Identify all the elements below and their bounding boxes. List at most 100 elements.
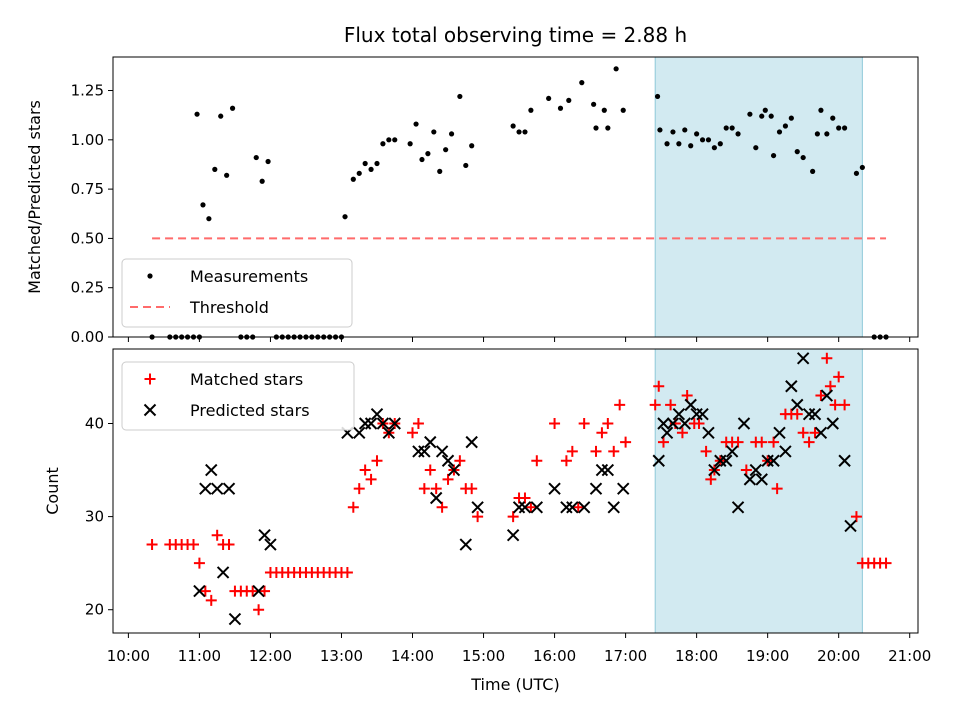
legend-label: Measurements [190,267,308,286]
matched-star-point [578,417,590,429]
predicted-star-point [696,407,709,421]
predicted-star-point [518,501,532,514]
y-tick-label: 1.00 [71,131,104,149]
matched-star-point [608,445,620,457]
predicted-star-point [601,463,615,477]
predicted-star-point [720,454,733,467]
predicted-star-point [370,407,384,421]
measurement-point [723,125,729,131]
predicted-star-point [353,426,366,440]
matched-star-point [146,539,158,551]
predicted-star-point [808,407,822,421]
top-panel: 0.00 0.25 0.50 0.75 1.00 1.25 Flux total obse… [25,23,919,346]
measurement-point [566,97,572,103]
measurement-point [830,115,836,121]
matched-star-point [436,501,448,513]
measurement-point [253,154,259,161]
matched-star-point [839,399,851,411]
measurement-point [613,66,619,72]
legend-label: Threshold [189,298,269,317]
measurement-point [579,80,585,86]
measurement-point [350,176,356,182]
top-axes-frame [112,56,919,338]
measurement-point [516,129,522,135]
matched-star-point [560,455,572,467]
predicted-star-point [228,612,242,626]
matched-star-point [649,399,661,411]
matched-star-point [700,445,712,457]
predicted-star-point [844,519,857,533]
top-series [149,66,889,340]
matched-star-point [676,427,688,439]
predicted-star-point [785,380,798,393]
top-x-ticks [127,337,911,342]
predicted-star-point [796,352,810,365]
predicted-star-point [258,529,271,542]
measurement-point [463,162,469,169]
legend-label: Predicted stars [190,401,310,420]
predicted-star-point [424,435,437,449]
matched-star-point [572,501,584,513]
predicted-star-point [199,482,212,495]
matched-star-point [657,436,669,448]
matched-star-point [353,483,365,495]
matched-star-point [253,604,265,616]
x-tick-label: 10:00 [107,647,150,665]
measurement-point [782,123,789,129]
measurement-point [810,168,816,174]
matched-star-point [472,511,484,523]
matched-star-point [705,473,717,485]
measurement-point [229,105,236,111]
predicted-star-point [530,501,544,514]
predicted-star-point [252,584,265,598]
matched-star-point [596,427,608,439]
x-tick-label: 19:00 [746,647,789,665]
matched-star-point [259,585,271,597]
measurement-point [747,111,753,117]
matched-star-point [371,455,383,467]
predicted-star-point [506,529,520,542]
measurement-point [224,172,230,178]
measurement-point [859,164,865,171]
matched-star-point [223,539,235,551]
matched-star-point [531,455,543,467]
predicted-star-point [566,501,579,514]
predicted-star-point [820,389,834,402]
top-y-ticks: 0.00 0.25 0.50 0.75 1.00 1.25 [71,82,113,346]
matched-star-point [771,483,783,495]
matched-star-point [418,483,430,495]
y-tick-label: 1.25 [71,82,104,100]
bottom-legend: Matched stars Predicted stars [121,361,355,431]
measurement-point [770,152,777,159]
predicted-star-point [743,473,757,486]
measurement-point [557,105,564,111]
measurement-point [657,127,663,133]
matched-star-point [211,529,223,541]
predicted-star-point [755,473,768,486]
measurement-point [717,141,723,147]
measurement-point [842,125,848,131]
measurement-point [368,166,374,172]
predicted-star-point [826,417,839,430]
measurement-point [694,131,700,137]
matched-star-point [614,399,626,411]
matched-star-point [620,436,632,448]
measurement-point [419,156,425,163]
predicted-star-point [471,501,484,514]
matched-star-point [188,539,199,551]
predicted-star-point [435,445,449,458]
measurement-point [407,141,413,147]
predicted-star-point [222,482,236,495]
matched-star-point [681,390,693,402]
matched-star-point [549,417,561,429]
measurement-point [853,170,860,176]
measurement-point [818,107,824,113]
matched-star-point [821,352,833,364]
measurement-point [218,113,224,119]
measurement-point [814,131,820,137]
measurement-point [699,137,706,143]
legend-label: Matched stars [190,370,303,389]
top-y-axis-label: Matched/Predicted stars [25,100,44,294]
predicted-star-point [216,566,230,579]
measurement-point [443,147,449,153]
